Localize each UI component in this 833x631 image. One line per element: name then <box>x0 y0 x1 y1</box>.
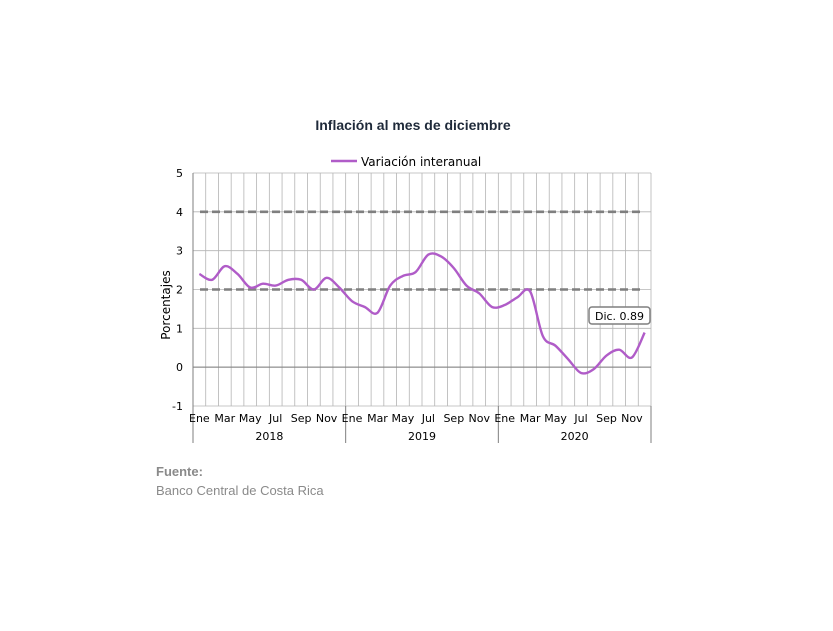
x-tick-label: Jul <box>268 412 282 425</box>
series-layer <box>198 252 646 375</box>
series-line-variacion-interanual <box>198 252 646 375</box>
x-tick-label: Nov <box>621 412 643 425</box>
reference-lines <box>200 210 643 291</box>
value-callout: Dic. 0.89 <box>588 306 651 325</box>
y-tick-label: 0 <box>176 361 183 374</box>
x-tick-label: Sep <box>443 412 464 425</box>
x-tick-label: Nov <box>316 412 338 425</box>
x-tick-label: Mar <box>214 412 235 425</box>
source-value: Banco Central de Costa Rica <box>156 483 324 498</box>
x-tick-label: Nov <box>469 412 491 425</box>
x-tick-label: May <box>544 412 567 425</box>
x-tick-label: Sep <box>596 412 617 425</box>
legend-label: Variación interanual <box>361 155 481 169</box>
x-group-label: 2019 <box>408 430 436 443</box>
x-tick-label: Ene <box>189 412 210 425</box>
y-tick-labels: -1 0 1 2 3 4 5 <box>172 167 183 413</box>
chart-title: Inflación al mes de diciembre <box>315 117 511 133</box>
callout-box <box>588 306 651 325</box>
x-tick-label: Ene <box>494 412 515 425</box>
x-tick-label: Mar <box>367 412 388 425</box>
x-group-label: 2018 <box>255 430 283 443</box>
y-tick-label: 2 <box>176 284 183 297</box>
x-tick-label: Ene <box>342 412 363 425</box>
y-tick-label: 1 <box>176 322 183 335</box>
y-tick-label: -1 <box>172 400 183 413</box>
x-tick-label: May <box>239 412 262 425</box>
x-tick-labels: Ene Mar May Jul Sep Nov Ene Mar May Jul Sep Nov Ene M… <box>189 412 643 425</box>
callout-label: Dic. 0.89 <box>595 310 644 323</box>
y-axis-label: Porcentajes <box>159 270 173 339</box>
y-tick-label: 3 <box>176 245 183 258</box>
x-tick-label: Jul <box>421 412 435 425</box>
y-tick-label: 4 <box>176 206 183 219</box>
legend: Variación interanual <box>331 155 481 169</box>
x-tick-label: May <box>392 412 415 425</box>
source-label: Fuente: <box>156 464 203 479</box>
x-tick-label: Sep <box>291 412 312 425</box>
x-tick-label: Mar <box>520 412 541 425</box>
x-tick-label: Jul <box>573 412 587 425</box>
x-group-labels: 2018 2019 2020 <box>255 430 588 443</box>
x-group-label: 2020 <box>561 430 589 443</box>
y-tick-label: 5 <box>176 167 183 180</box>
